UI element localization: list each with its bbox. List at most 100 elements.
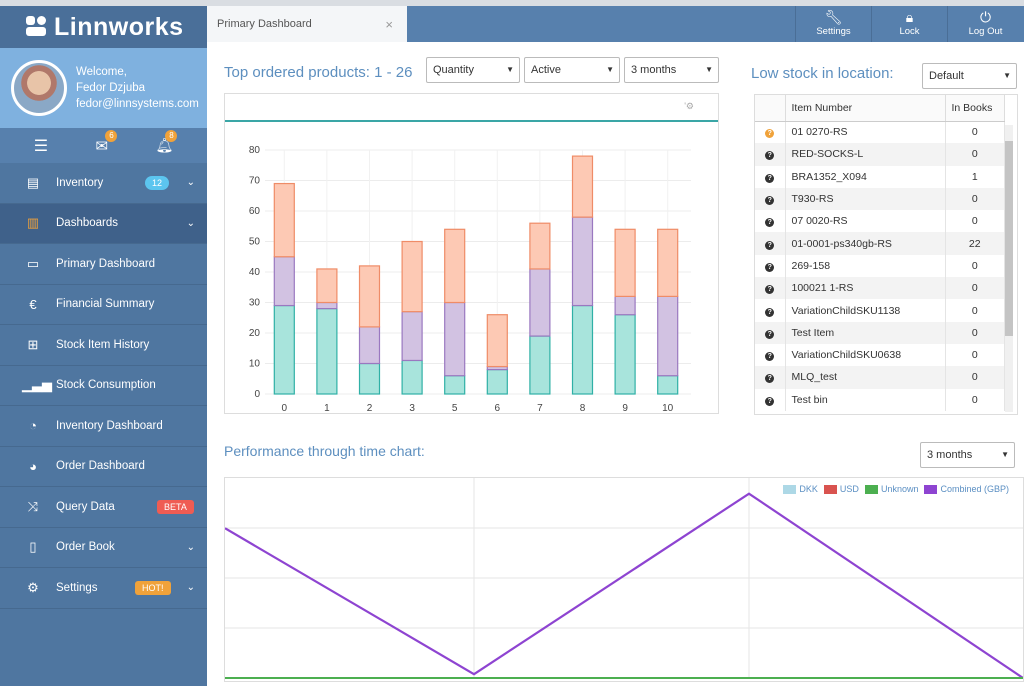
euro-icon: € (29, 296, 37, 312)
table-row[interactable]: ? 01 0270-RS 0 (755, 121, 1005, 144)
y-tick-label: 0 (254, 389, 260, 400)
question-icon[interactable]: ? (765, 218, 775, 228)
sidebar-item-inventory-dashboard[interactable]: ◔ Inventory Dashboard (0, 406, 207, 447)
mail-count-badge: 6 (105, 129, 118, 142)
sidebar-item-financial-summary[interactable]: € Financial Summary (0, 285, 207, 325)
question-icon[interactable]: ? (765, 196, 775, 206)
legend-item-dkk[interactable]: DKK (783, 484, 818, 495)
hamburger-menu-icon[interactable]: ☰ (33, 137, 49, 155)
bar-segment (444, 228, 466, 304)
table-row[interactable]: ? VariationChildSKU0638 0 (755, 343, 1005, 367)
table-scrollbar[interactable] (1005, 125, 1013, 412)
logout-button[interactable]: ⏻ Log Out (947, 6, 1023, 42)
location-select[interactable]: Default ▼ (922, 63, 1017, 89)
select-value: Quantity (433, 64, 474, 76)
sidebar-item-query-data[interactable]: ⤨ Query Data BETA (0, 487, 207, 528)
performance-line-chart (225, 478, 1023, 679)
bar-segment (657, 295, 679, 377)
item-number-cell: BRA1352_X094 (785, 165, 946, 188)
legend-label: USD (839, 484, 859, 494)
item-number-column-header[interactable]: Item Number (785, 95, 946, 122)
hot-badge: HOT! (135, 581, 171, 595)
shuffle-icon: ⤨ (27, 498, 39, 514)
legend-item-combined[interactable]: Combined (GBP) (924, 484, 1009, 495)
chevron-down-icon: ⌄ (186, 177, 195, 189)
quantity-select[interactable]: Quantity ▼ (426, 57, 520, 83)
table-row[interactable]: ? 100021 1-RS 0 (755, 277, 1005, 300)
status-select[interactable]: Active ▼ (524, 57, 620, 83)
table-row[interactable]: ? BRA1352_X094 1 (755, 165, 1005, 188)
question-icon[interactable]: ? (765, 396, 775, 406)
question-icon[interactable]: ? (765, 173, 775, 183)
question-icon[interactable]: ? (765, 262, 775, 272)
y-tick-label: 30 (249, 298, 261, 309)
top-products-chart-panel: '⚙ 0 10 20 30 40 50 60 70 80 0 1 2 3 5 6 7 8 9 10 (224, 93, 719, 414)
table-row[interactable]: ? 07 0020-RS 0 (755, 210, 1005, 233)
logo-mark-icon (26, 16, 48, 38)
table-row[interactable]: ? RED-SOCKS-L 0 (755, 143, 1005, 166)
bar-chart-icon: ▥ (26, 215, 40, 231)
sidebar-item-stock-consumption[interactable]: ▁▃▅ Stock Consumption (0, 366, 207, 406)
question-icon[interactable]: ? (765, 240, 775, 250)
lock-button[interactable]: 🔒︎ Lock (871, 6, 947, 42)
bar-segment (358, 265, 381, 328)
period-select[interactable]: 3 months ▼ (624, 57, 719, 83)
avatar[interactable] (11, 60, 67, 116)
settings-label: Settings (816, 26, 851, 37)
sidebar-item-settings[interactable]: ⚙ Settings HOT! ⌄ (0, 568, 207, 609)
welcome-text: Welcome, (76, 66, 127, 78)
bar-segment (529, 268, 551, 337)
in-books-cell: 0 (945, 321, 1005, 344)
settings-button[interactable]: 🔧︎ Settings (795, 6, 871, 42)
in-books-cell: 0 (945, 277, 1005, 300)
table-row[interactable]: ? Test bin 0 (755, 388, 1005, 411)
bar-segment (486, 314, 508, 368)
sidebar-item-dashboards[interactable]: ▥ Dashboards ⌄ (0, 203, 207, 244)
y-tick-label: 10 (249, 359, 261, 370)
sidebar-item-label: Stock Consumption (56, 379, 156, 392)
laptop-icon: ▭ (26, 255, 40, 271)
question-icon[interactable]: ? (765, 329, 775, 339)
question-icon[interactable]: ? (765, 307, 775, 317)
table-row[interactable]: ? T930-RS 0 (755, 187, 1005, 211)
pie-chart-icon: ◕ (29, 458, 37, 474)
question-icon[interactable]: ? (765, 374, 775, 384)
table-row[interactable]: ? 01-0001-ps340gb-RS 22 (755, 232, 1005, 255)
mail-icon[interactable]: ✉ 6 (95, 129, 118, 155)
sidebar-item-order-dashboard[interactable]: ◕ Order Dashboard (0, 447, 207, 487)
item-number-cell: 01-0001-ps340gb-RS (785, 232, 946, 255)
gear-icon[interactable]: '⚙ (684, 101, 694, 111)
status-cell: ? (755, 210, 786, 233)
sidebar-item-primary-dashboard[interactable]: ▭ Primary Dashboard (0, 244, 207, 285)
status-cell: ? (755, 121, 786, 144)
tab-primary-dashboard[interactable]: Primary Dashboard × (207, 6, 407, 42)
bar-segment (529, 335, 551, 395)
brand-name: Linnworks (54, 12, 184, 41)
bell-icon[interactable]: 🔔︎ 8 (155, 130, 178, 154)
user-profile[interactable]: Welcome, Fedor Dzjuba fedor@linnsystems.… (0, 48, 207, 128)
legend-item-unknown[interactable]: Unknown (864, 484, 918, 495)
performance-period-select[interactable]: 3 months ▼ (920, 442, 1015, 468)
in-books-column-header[interactable]: In Books (945, 95, 1005, 122)
table-row[interactable]: ? 269-158 0 (755, 254, 1005, 278)
select-value: Default (929, 70, 964, 82)
y-tick-label: 20 (249, 328, 261, 339)
table-row[interactable]: ? MLQ_test 0 (755, 366, 1005, 389)
question-icon[interactable]: ? (765, 129, 775, 139)
status-column-header (755, 95, 786, 122)
table-header-row: Item Number In Books (755, 95, 1005, 122)
question-icon[interactable]: ? (765, 352, 775, 362)
sidebar-item-order-book[interactable]: ▯ Order Book ⌄ (0, 528, 207, 568)
table-row[interactable]: ? Test Item 0 (755, 321, 1005, 344)
sidebar-item-stock-item-history[interactable]: ⊞ Stock Item History (0, 325, 207, 366)
scrollbar-thumb[interactable] (1005, 141, 1013, 336)
sidebar-item-inventory[interactable]: ▤ Inventory 12 ⌄ (0, 163, 207, 204)
table-row[interactable]: ? VariationChildSKU1138 0 (755, 299, 1005, 322)
legend-item-usd[interactable]: USD (823, 484, 859, 495)
question-icon[interactable]: ? (765, 285, 775, 295)
question-icon[interactable]: ? (765, 151, 775, 161)
bar-segment (316, 268, 338, 304)
status-cell: ? (755, 165, 786, 188)
close-icon[interactable]: × (385, 16, 393, 32)
bar-segment (571, 216, 594, 307)
